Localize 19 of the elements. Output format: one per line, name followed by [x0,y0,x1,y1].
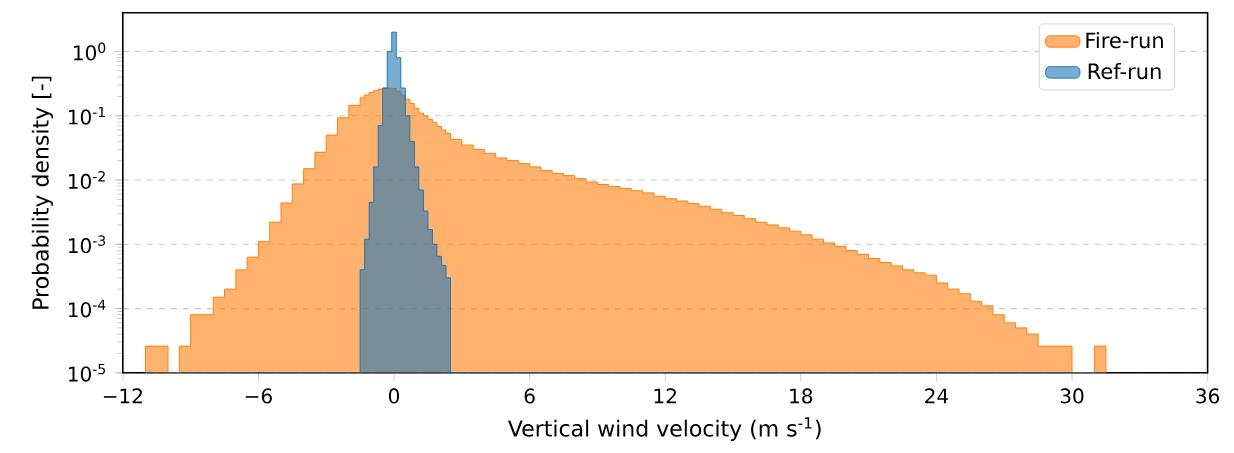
x-tick-label: 18 [790,388,813,404]
legend-label: Ref-run [1088,62,1161,80]
y-axis-title: Probability density [-] [31,76,54,309]
y-tick-label: 10$^{-5}$ [69,363,105,382]
x-tick-label: 12 [654,388,676,404]
x-tick-label: −6 [245,388,272,404]
x-tick-label: 0 [388,388,400,404]
legend-label: Fire-run [1086,32,1163,49]
x-tick-label: 36 [1196,388,1220,404]
x-axis-title: Vertical wind velocity (m s$^{-1}$) [508,417,821,441]
x-tick-label: 30 [1060,388,1084,404]
y-tick-label: 10$^{-1}$ [69,106,105,125]
y-tick-label: 10$^{0}$ [74,42,106,61]
y-tick-label: 10$^{-4}$ [69,299,106,318]
x-tick-label: 24 [925,388,948,404]
y-tick-label: 10$^{-2}$ [69,171,105,189]
x-tick-label: 6 [524,388,535,404]
y-tick-label: 10$^{-3}$ [69,235,106,254]
x-tick-label: −12 [103,388,142,404]
